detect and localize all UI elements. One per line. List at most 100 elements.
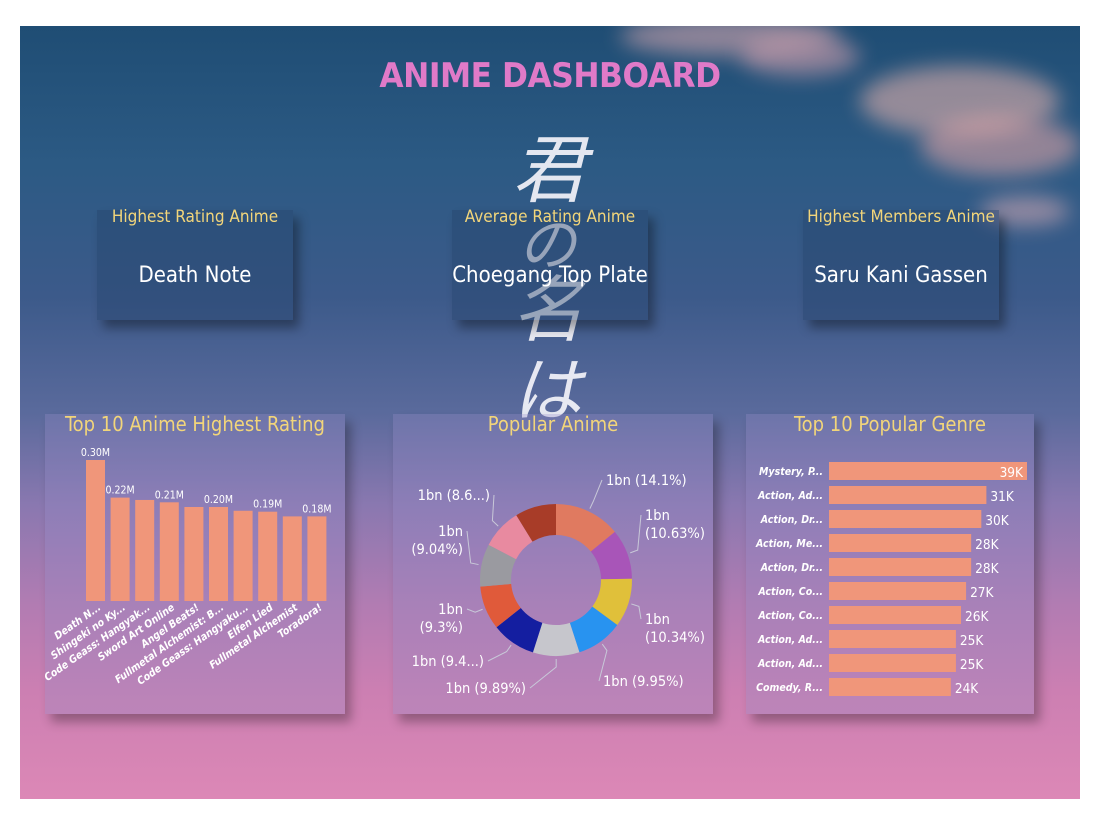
- slice-leader-line: [466, 608, 483, 613]
- bar-data-label: 0.22M: [106, 485, 135, 497]
- calligraphy-char: の: [517, 211, 576, 279]
- slice-label: 1bn (9.3%): [420, 602, 463, 636]
- rating-bar[interactable]: [209, 507, 228, 601]
- bar-data-label: 0.18M: [302, 503, 331, 515]
- donut-slice[interactable]: [488, 515, 533, 560]
- popular-anime-donut: 1bn (14.1%) 1bn (10.63%) 1bn (10.34%) 1bn (9.…: [411, 473, 705, 697]
- genre-category-label: Comedy, R...: [756, 682, 823, 694]
- genre-category-label: Action, Dr...: [760, 514, 823, 526]
- genre-category-label: Action, Ad...: [757, 658, 823, 670]
- genre-data-label: 25K: [960, 633, 984, 649]
- genre-data-label: 25K: [960, 657, 984, 673]
- donut-slice[interactable]: [516, 504, 556, 542]
- cloud-decoration: [980, 196, 1070, 226]
- kpi-card-highest-members: Highest Members Anime Saru Kani Gassen: [803, 207, 999, 320]
- kpi-label: Highest Members Anime: [807, 207, 995, 227]
- donut-slice[interactable]: [496, 608, 543, 653]
- slice-leader-line: [589, 479, 603, 509]
- genre-category-label: Action, Me...: [755, 538, 823, 550]
- donut-slice[interactable]: [569, 606, 618, 653]
- genre-bar[interactable]: [829, 534, 972, 552]
- donut-slice[interactable]: [480, 583, 521, 628]
- genre-data-label: 28K: [975, 561, 999, 577]
- rating-bar[interactable]: [307, 516, 327, 601]
- bar-data-label: 0.30M: [81, 447, 110, 459]
- genre-category-label: Mystery, P...: [759, 466, 823, 478]
- donut-slice[interactable]: [480, 544, 517, 587]
- genre-data-label: 31K: [990, 489, 1014, 505]
- genre-bar[interactable]: [829, 654, 956, 672]
- calligraphy-char: 君: [512, 128, 586, 214]
- donut-slice[interactable]: [532, 622, 580, 656]
- genre-bar[interactable]: [829, 558, 972, 576]
- genre-category-label: Action, Co...: [757, 610, 823, 622]
- genre-bar[interactable]: [829, 486, 987, 504]
- genre-bar[interactable]: [829, 630, 956, 648]
- donut-slice[interactable]: [590, 531, 632, 580]
- genre-data-label: 27K: [970, 585, 994, 601]
- genre-data-label: 28K: [975, 537, 999, 553]
- chart-title: Popular Anime: [487, 412, 619, 436]
- genre-bar[interactable]: [829, 510, 982, 528]
- slice-leader-line: [529, 658, 557, 689]
- rating-chart-panel: Top 10 Anime Highest Rating 0.30M Death N…: [45, 412, 345, 714]
- rating-bar[interactable]: [86, 460, 105, 601]
- popular-anime-panel: Popular Anime 1bn (14.1%) 1bn (10.63%) 1bn(…: [393, 412, 713, 714]
- donut-slice[interactable]: [592, 578, 632, 625]
- genre-category-label: Action, Ad...: [757, 634, 823, 646]
- rating-bar[interactable]: [135, 499, 155, 601]
- genre-bar[interactable]: [829, 462, 1027, 480]
- slice-leader-line: [466, 530, 479, 566]
- slice-leader-line: [598, 643, 608, 682]
- cloud-decoration: [920, 116, 1080, 176]
- bar-data-label: 0.20M: [204, 494, 233, 506]
- genre-bar[interactable]: [829, 678, 951, 696]
- genre-chart-panel: Top 10 Popular Genre Mystery, P... 39K Act…: [746, 412, 1034, 714]
- genre-data-label: 26K: [965, 609, 989, 625]
- slice-label: 1bn (10.63%): [645, 508, 705, 542]
- slice-leader-line: [487, 644, 512, 662]
- slice-leader-line: [630, 514, 642, 554]
- genre-data-label: 24K: [955, 681, 979, 697]
- slice-label: 1bn (14.1%): [606, 473, 687, 489]
- bar-data-label: 0.21M: [155, 489, 184, 501]
- chart-title: Top 10 Anime Highest Rating: [65, 412, 325, 436]
- kpi-label: Average Rating Anime: [464, 207, 636, 227]
- page-title: ANIME DASHBOARD: [379, 56, 721, 96]
- dashboard-canvas: 君の名は ANIME DASHBOARD Highest Rating Anim…: [20, 26, 1080, 799]
- cloud-decoration: [740, 36, 860, 76]
- calligraphy-char: 名: [512, 268, 585, 352]
- kpi-card-highest-rating: Highest Rating Anime Death Note: [97, 207, 293, 320]
- slice-leader-line: [631, 603, 642, 620]
- rating-bar[interactable]: [184, 507, 204, 601]
- slice-label: 1bn (8.6...): [418, 488, 490, 504]
- slice-label: 1bn (9.95%): [603, 674, 684, 690]
- kpi-value: Saru Kani Gassen: [814, 263, 988, 288]
- kpi-value: Choegang Top Plate: [452, 263, 648, 288]
- genre-data-label: 30K: [985, 513, 1009, 529]
- donut-slice[interactable]: [556, 504, 615, 552]
- calligraphy-decoration: 君の名は: [512, 128, 586, 434]
- genre-bar-chart: Mystery, P... 39K Action, Ad... 31K Action, …: [755, 462, 1027, 697]
- genre-bar[interactable]: [829, 606, 961, 624]
- kpi-card-average-rating: Average Rating Anime Choegang Top Plate: [452, 207, 648, 320]
- rating-bar[interactable]: [110, 497, 130, 601]
- slice-label: 1bn (10.34%): [645, 612, 705, 646]
- slice-label: 1bn (9.04%): [411, 524, 463, 558]
- rating-bar[interactable]: [282, 516, 302, 601]
- bar-data-label: 0.19M: [253, 499, 282, 511]
- genre-bar[interactable]: [829, 582, 967, 600]
- kpi-value: Death Note: [138, 263, 252, 288]
- rating-bar[interactable]: [258, 511, 278, 601]
- slice-leader-line: [491, 494, 499, 527]
- genre-category-label: Action, Co...: [757, 586, 823, 598]
- kpi-label: Highest Rating Anime: [111, 207, 279, 227]
- genre-category-label: Action, Ad...: [757, 490, 823, 502]
- rating-bar[interactable]: [159, 502, 179, 601]
- genre-data-label: 39K: [1000, 465, 1024, 481]
- slice-label: 1bn (9.4...): [412, 654, 484, 670]
- rating-bar[interactable]: [233, 510, 253, 601]
- genre-category-label: Action, Dr...: [760, 562, 823, 574]
- slice-label: 1bn (9.89%): [445, 681, 526, 697]
